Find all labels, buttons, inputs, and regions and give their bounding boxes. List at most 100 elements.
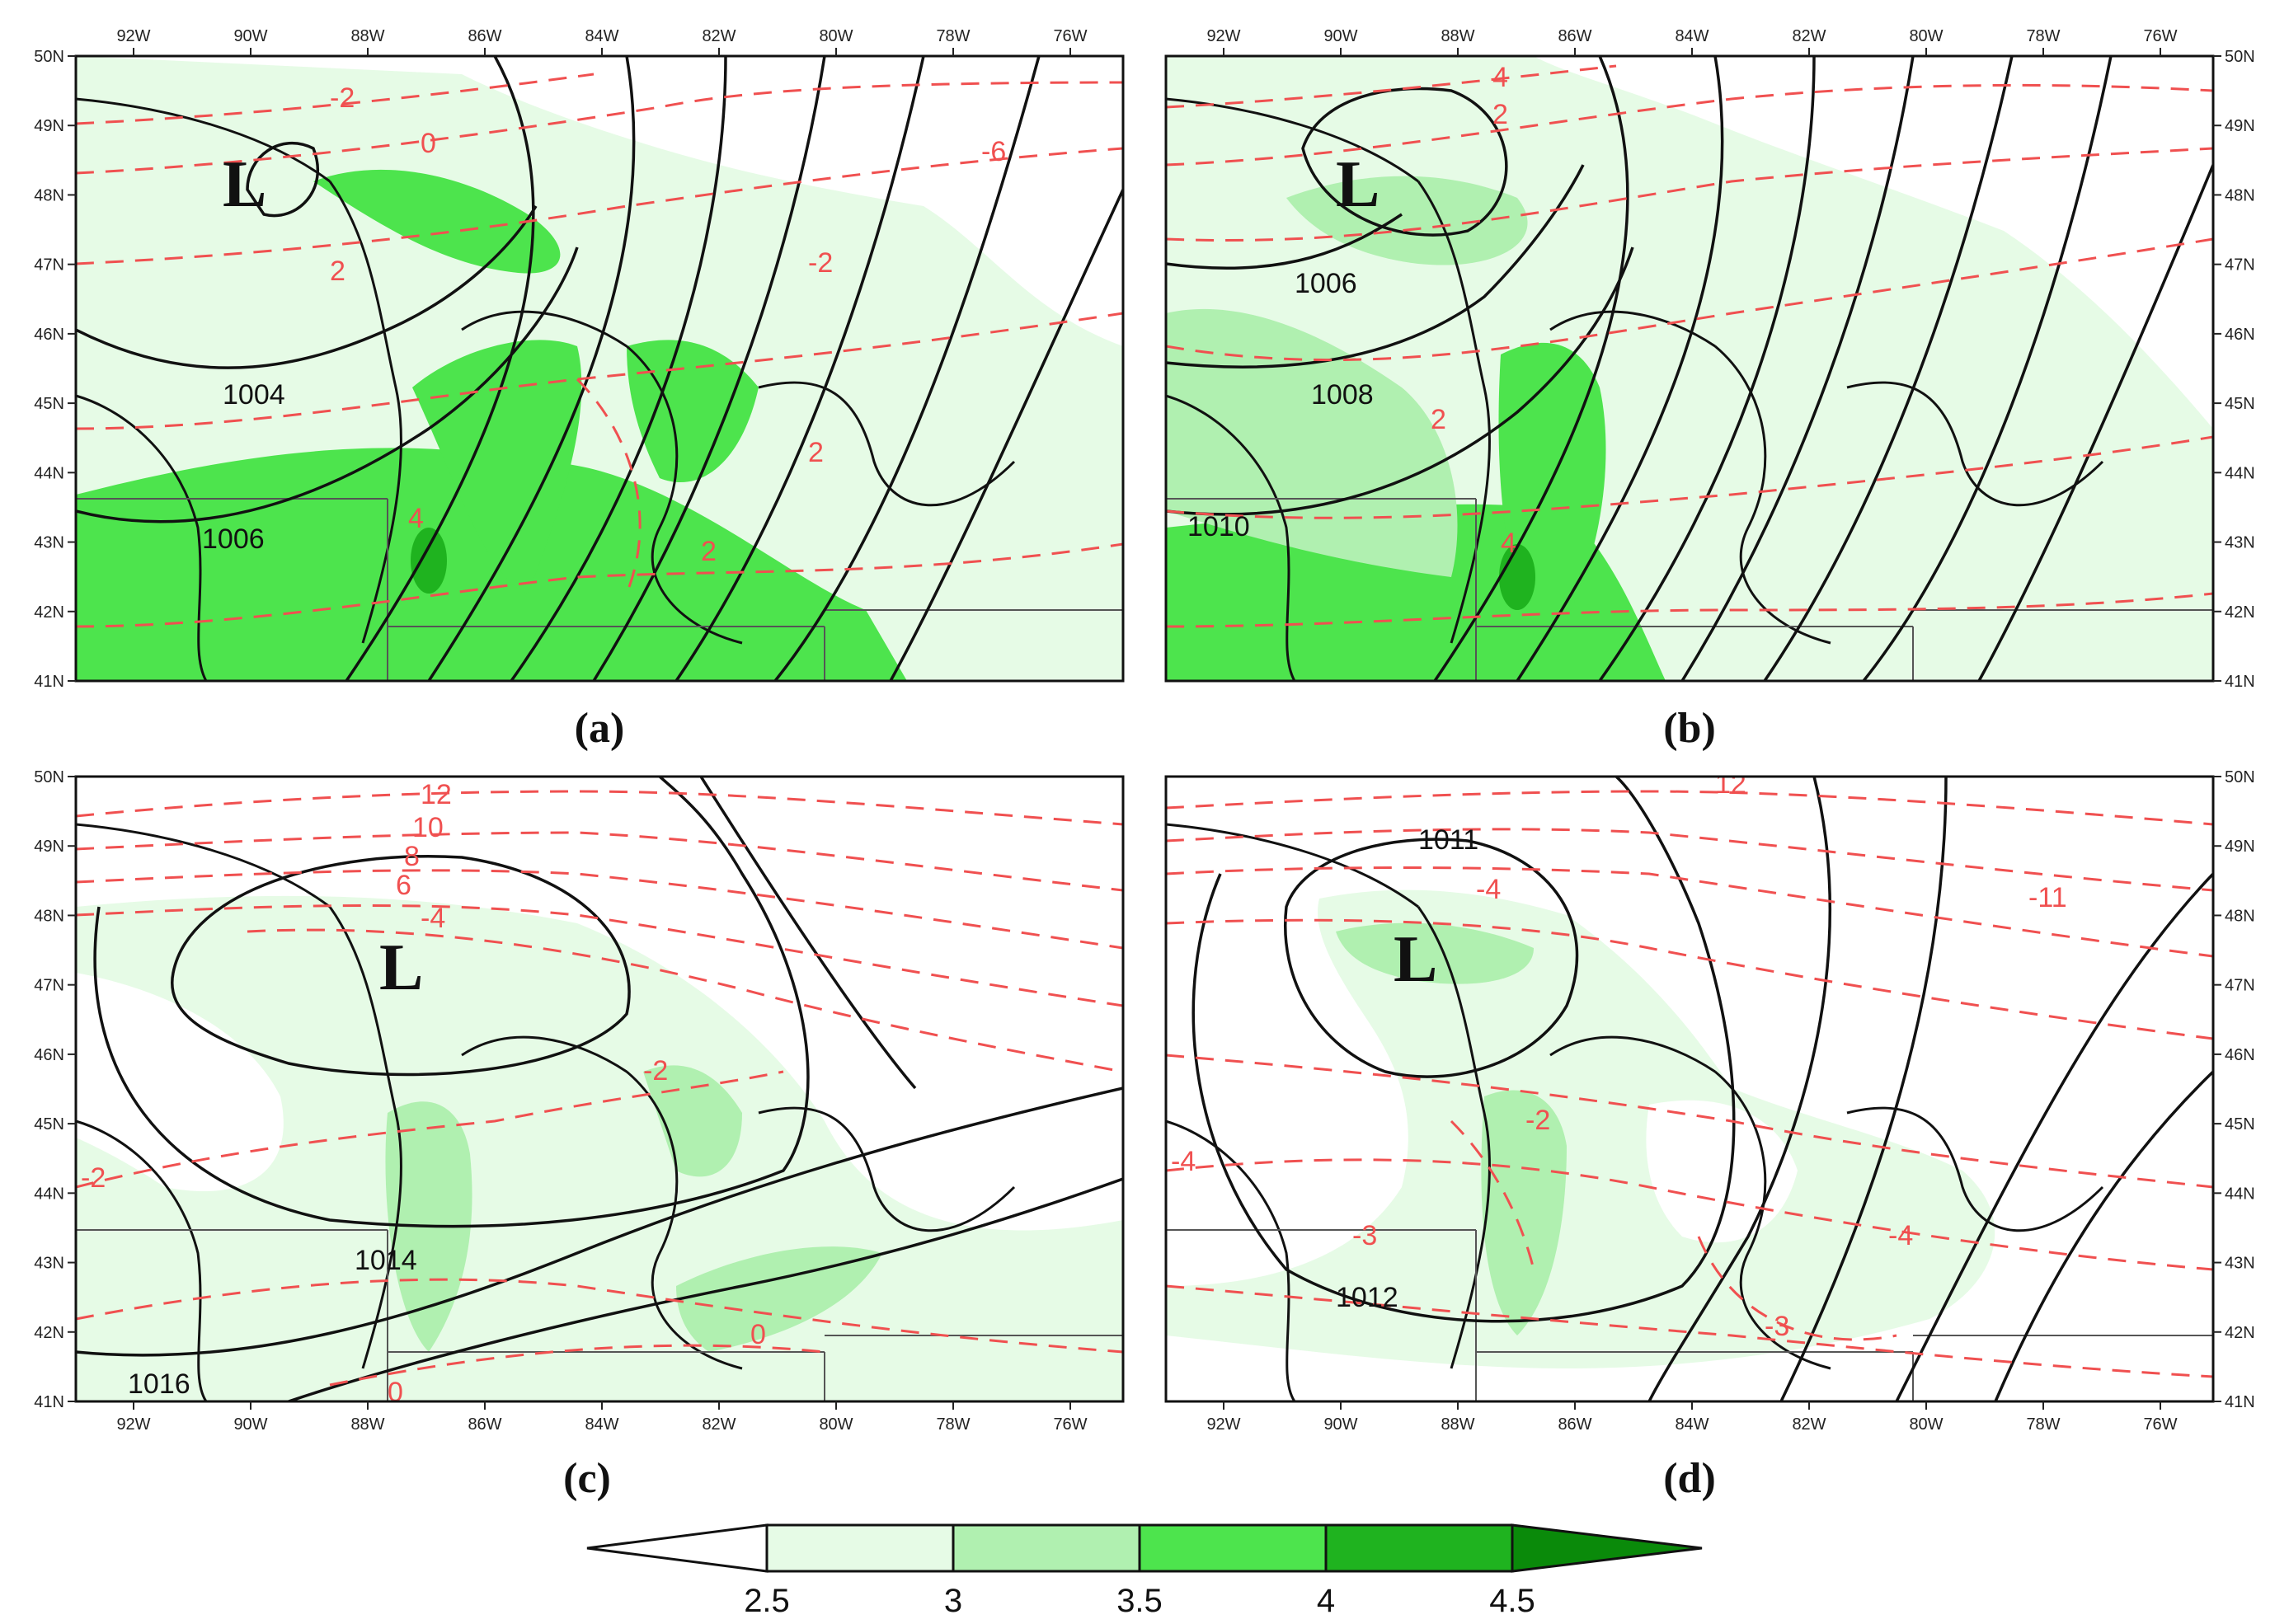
colorbar-tick-label: 3 bbox=[944, 1583, 962, 1619]
lat-tick-label: 44N bbox=[34, 1185, 64, 1203]
colorbar-low-arrow bbox=[586, 1523, 768, 1573]
panel-c-isotherm-label: 10 bbox=[412, 812, 444, 843]
panel-d-low-label: L bbox=[1394, 923, 1437, 996]
lon-tick-label: 86W bbox=[468, 1415, 501, 1434]
lat-tick-label: 41N bbox=[2225, 673, 2255, 691]
panel-a-isotherm-label: 2 bbox=[330, 256, 345, 287]
lat-tick-label: 49N bbox=[34, 117, 64, 135]
lon-tick-label: 82W bbox=[702, 27, 736, 45]
lon-tick-label: 84W bbox=[1675, 27, 1709, 45]
panel-b-frame bbox=[1164, 54, 2215, 683]
lon-tick-label: 84W bbox=[585, 1415, 618, 1434]
colorbar-tick-label: 3.5 bbox=[1116, 1583, 1163, 1619]
lat-tick-label: 50N bbox=[34, 768, 64, 786]
panel-d-map: L 1011 1012 12 -11 -4 -2 -3 -4 -3 -4 bbox=[1166, 777, 2213, 1401]
lat-tick-label: 46N bbox=[34, 1046, 64, 1064]
panel-d-green-michigan bbox=[1481, 1090, 1567, 1335]
lon-tick-label: 82W bbox=[1792, 1415, 1826, 1434]
panel-a-isotherm-label: -2 bbox=[808, 247, 833, 279]
panel-d-isobars bbox=[1192, 777, 2213, 1401]
lon-tick-label: 86W bbox=[1558, 27, 1591, 45]
lat-tick-label: 49N bbox=[2225, 838, 2255, 856]
panel-a-low-label: L bbox=[223, 148, 266, 221]
panel-d-frame bbox=[1164, 775, 2215, 1403]
panel-b-white-region bbox=[1166, 56, 2213, 429]
panel-a-isotherm-label: 4 bbox=[408, 503, 424, 534]
lon-tick-label: 80W bbox=[819, 27, 853, 45]
lon-tick-label: 78W bbox=[2026, 1415, 2060, 1434]
panel-a-frame bbox=[74, 54, 1125, 683]
panel-c-state-borders bbox=[76, 1229, 1123, 1401]
panel-a-isobar-label: 1006 bbox=[202, 523, 265, 555]
panel-b-isobar-label: 1006 bbox=[1295, 268, 1357, 299]
panel-d-isobar-label: 1011 bbox=[1418, 824, 1478, 856]
panel-b-isotherms bbox=[1166, 64, 2213, 628]
panel-c-coastlines bbox=[76, 823, 1016, 1401]
panel-d-coastlines bbox=[1166, 823, 2104, 1401]
colorbar-bin bbox=[1138, 1523, 1328, 1573]
lat-tick-label: 42N bbox=[34, 603, 64, 622]
lat-tick-label: 46N bbox=[34, 326, 64, 344]
panel-d-isobar-label: 1012 bbox=[1336, 1282, 1398, 1313]
colorbar-tick-label: 4.5 bbox=[1489, 1583, 1535, 1619]
lat-tick-label: 49N bbox=[2225, 117, 2255, 135]
lat-tick-label: 45N bbox=[34, 395, 64, 413]
colorbar-tick-label: 4 bbox=[1317, 1583, 1335, 1619]
panel-a-isotherm-label: 2 bbox=[701, 536, 717, 567]
panel-a-isotherm-label: 2 bbox=[808, 437, 824, 468]
panel-b-isotherm-label: 2 bbox=[1492, 99, 1508, 130]
panel-d-state-borders bbox=[1166, 1229, 2213, 1401]
panel-c-low-label: L bbox=[379, 932, 423, 1004]
lon-tick-label: 82W bbox=[702, 1415, 736, 1434]
lat-tick-label: 47N bbox=[2225, 977, 2255, 995]
lon-tick-label: 78W bbox=[936, 1415, 970, 1434]
panel-d-isotherm-label: -4 bbox=[1171, 1146, 1196, 1177]
lon-tick-label: 90W bbox=[1323, 1415, 1357, 1434]
lat-tick-label: 42N bbox=[34, 1324, 64, 1342]
panel-a-isotherm-label: -6 bbox=[981, 136, 1006, 167]
lon-tick-label: 92W bbox=[116, 1415, 150, 1434]
panel-c-isotherm-label: 8 bbox=[404, 841, 420, 872]
lon-tick-label: 76W bbox=[2143, 27, 2177, 45]
lat-tick-label: 44N bbox=[2225, 464, 2255, 482]
lon-tick-label: 88W bbox=[1441, 27, 1474, 45]
lon-tick-label: 92W bbox=[1206, 1415, 1240, 1434]
lon-tick-label: 76W bbox=[1053, 27, 1087, 45]
panel-b-isotherm-label: 2 bbox=[1431, 404, 1446, 435]
lon-tick-label: 84W bbox=[585, 27, 618, 45]
panel-b-isobar-label: 1010 bbox=[1187, 511, 1250, 542]
panel-d-isotherms bbox=[1166, 790, 2213, 1378]
lat-tick-label: 42N bbox=[2225, 1324, 2255, 1342]
lat-tick-label: 47N bbox=[34, 256, 64, 275]
lon-tick-label: 92W bbox=[1206, 27, 1240, 45]
panel-c-isotherm-label: -4 bbox=[421, 903, 445, 934]
lon-tick-label: 90W bbox=[233, 1415, 267, 1434]
panel-a-label: (a) bbox=[575, 705, 625, 752]
lat-tick-label: 43N bbox=[34, 1255, 64, 1273]
lat-tick-label: 43N bbox=[2225, 534, 2255, 552]
lon-tick-label: 76W bbox=[1053, 1415, 1087, 1434]
lat-tick-label: 44N bbox=[34, 464, 64, 482]
panel-d: L 1011 1012 12 -11 -4 -2 -3 -4 -3 -4 92W… bbox=[1164, 768, 2255, 1502]
colorbar-high-arrow bbox=[1511, 1523, 1703, 1573]
lat-tick-label: 45N bbox=[34, 1115, 64, 1134]
colorbar-bin bbox=[952, 1523, 1141, 1573]
panel-b-label: (b) bbox=[1663, 705, 1716, 752]
lat-tick-label: 49N bbox=[34, 838, 64, 856]
lat-tick-label: 50N bbox=[34, 48, 64, 66]
panel-d-label: (d) bbox=[1663, 1455, 1716, 1502]
lat-tick-label: 45N bbox=[2225, 1115, 2255, 1134]
panel-c: L 1014 1016 12 10 8 6 -4 -2 -2 0 0 92W 90… bbox=[34, 768, 1125, 1502]
panel-a-axis-ticks: 92W 90W 88W 86W 84W 82W 80W 78W 76W 50N 49N 48N 47N 4… bbox=[34, 27, 1087, 691]
panel-c-isobars bbox=[76, 777, 1123, 1401]
panel-a-map: L 1004 1006 -2 0 2 2 4 2 -2 -6 bbox=[76, 56, 1123, 681]
lat-tick-label: 42N bbox=[2225, 603, 2255, 622]
panel-c-isobar-label: 1016 bbox=[128, 1368, 190, 1400]
lon-tick-label: 84W bbox=[1675, 1415, 1709, 1434]
panel-d-isotherm-label: -3 bbox=[1765, 1311, 1789, 1342]
panel-c-axis-ticks: 92W 90W 88W 86W 84W 82W 80W 78W 76W 50N 49N 48N 47N 4… bbox=[34, 768, 1087, 1434]
lon-tick-label: 90W bbox=[1323, 27, 1357, 45]
panel-c-frame bbox=[74, 775, 1125, 1403]
panel-c-green-erie bbox=[676, 1246, 882, 1352]
